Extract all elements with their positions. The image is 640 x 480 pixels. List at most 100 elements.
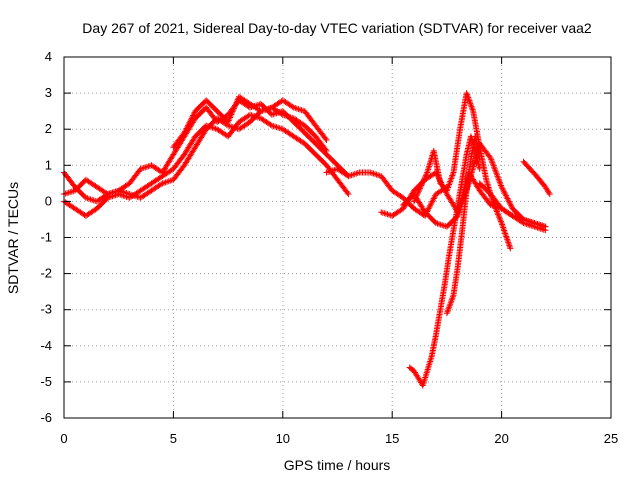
data-point (228, 111, 235, 118)
data-point (234, 98, 241, 105)
data-point (501, 189, 508, 196)
data-point (494, 209, 501, 216)
data-point (233, 99, 240, 106)
data-point (229, 108, 236, 115)
data-point (323, 137, 330, 144)
data-point (322, 135, 329, 142)
data-point (500, 186, 507, 193)
series-sat-c (61, 104, 330, 205)
data-point (429, 198, 436, 205)
data-point (495, 212, 502, 219)
data-point (227, 113, 234, 120)
series-sat-d (170, 93, 330, 151)
data-point (496, 214, 503, 221)
data-point (183, 125, 190, 132)
data-point (413, 192, 420, 199)
data-point (415, 189, 422, 196)
data-point (426, 204, 433, 211)
series-sat-b (61, 111, 352, 219)
data-point (508, 202, 515, 209)
y-tick-label: -5 (40, 374, 52, 389)
data-point (503, 233, 510, 240)
data-point (502, 231, 509, 238)
data-point (267, 121, 274, 128)
y-tick-label: -3 (40, 302, 52, 317)
data-point (89, 196, 96, 203)
data-point (431, 194, 438, 201)
data-point (504, 236, 511, 243)
data-point (228, 110, 235, 117)
data-point (500, 188, 507, 195)
data-point (500, 226, 507, 233)
data-point (420, 176, 427, 183)
data-point (545, 189, 552, 196)
data-point (354, 170, 361, 177)
data-point (439, 222, 446, 229)
data-point (164, 178, 171, 185)
data-point (184, 122, 191, 129)
data-point (84, 195, 91, 202)
data-point (499, 221, 506, 228)
data-point (295, 106, 302, 113)
data-point (187, 118, 194, 125)
data-point (62, 190, 69, 197)
data-point (434, 220, 441, 227)
y-tick-label: 1 (45, 157, 52, 172)
data-point (182, 126, 189, 133)
data-point (296, 106, 303, 113)
data-point (505, 196, 512, 203)
data-point (322, 146, 329, 153)
data-point (505, 198, 512, 205)
data-point (225, 117, 232, 124)
data-point (412, 195, 419, 202)
data-point (142, 164, 149, 171)
data-point (323, 147, 330, 154)
data-point (370, 170, 377, 177)
data-point (491, 202, 498, 209)
data-point (188, 115, 195, 122)
data-point (411, 196, 418, 203)
data-point (503, 234, 510, 241)
x-tick-label: 20 (494, 431, 508, 446)
data-point (416, 186, 423, 193)
data-point (411, 198, 418, 205)
data-point (498, 183, 505, 190)
data-point (505, 239, 512, 246)
data-point (345, 191, 352, 198)
data-point (492, 205, 499, 212)
data-point (230, 105, 237, 112)
data-point (420, 178, 427, 185)
data-point (419, 179, 426, 186)
data-point (499, 223, 506, 230)
data-point (504, 195, 511, 202)
data-point (421, 175, 428, 182)
data-point (381, 210, 388, 217)
data-point (428, 199, 435, 206)
data-point (226, 116, 233, 123)
data-point (492, 204, 499, 211)
data-point (418, 181, 425, 188)
axis-ticks (63, 56, 612, 419)
data-point (379, 209, 386, 216)
y-tick-label: -4 (40, 338, 52, 353)
data-point (496, 215, 503, 222)
data-point (493, 207, 500, 214)
data-point (423, 170, 430, 177)
data-point (384, 211, 391, 218)
x-tick-label: 0 (60, 431, 67, 446)
x-tick-label: 5 (170, 431, 177, 446)
data-point (378, 209, 385, 216)
data-point (437, 221, 444, 228)
series-sat-h (411, 90, 514, 252)
data-point (231, 104, 238, 111)
data-point (373, 171, 380, 178)
data-point (382, 210, 389, 217)
data-points (61, 90, 553, 389)
data-point (350, 171, 357, 178)
data-point (351, 171, 358, 178)
series-sat-l (520, 158, 553, 198)
data-point (500, 224, 507, 231)
data-point (353, 170, 360, 177)
data-point (275, 124, 282, 131)
